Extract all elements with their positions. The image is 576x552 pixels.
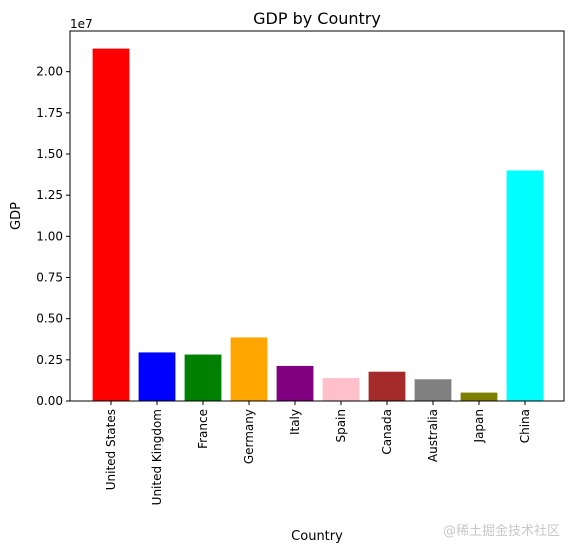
y-tick-label: 1.00 xyxy=(36,229,63,243)
bar-australia xyxy=(414,379,452,401)
y-axis-offset-label: 1e7 xyxy=(70,17,93,31)
bar-italy xyxy=(276,365,314,401)
x-tick-label: Japan xyxy=(472,409,486,443)
bars-group xyxy=(92,48,544,402)
y-tick-label: 1.50 xyxy=(36,147,63,161)
bar-united-kingdom xyxy=(138,352,176,401)
x-tick-label: United Kingdom xyxy=(150,409,164,505)
y-axis-label: GDP xyxy=(9,202,24,230)
x-axis-label: Country xyxy=(291,529,343,544)
x-tick-label: Australia xyxy=(426,409,440,462)
x-tick-label: France xyxy=(196,409,210,449)
x-axis: United States United Kingdom France Germany… xyxy=(104,401,532,505)
y-tick-label: 0.00 xyxy=(36,394,63,408)
bar-germany xyxy=(230,337,268,401)
bar-canada xyxy=(368,371,406,401)
y-axis: 0.00 0.25 0.50 0.75 1.00 1.25 1.50 1.75 2.00 xyxy=(36,65,70,408)
bar-france xyxy=(184,354,222,401)
bar-japan xyxy=(460,392,498,401)
x-tick-label: China xyxy=(518,409,532,443)
watermark-text: @稀土掘金技术社区 xyxy=(443,523,560,539)
x-tick-label: Italy xyxy=(288,409,302,435)
y-tick-label: 2.00 xyxy=(36,65,63,79)
y-tick-label: 1.25 xyxy=(36,188,63,202)
bar-united-states xyxy=(92,48,130,402)
y-tick-label: 1.75 xyxy=(36,106,63,120)
chart-title: GDP by Country xyxy=(253,9,381,28)
x-tick-label: United States xyxy=(104,409,118,490)
y-tick-label: 0.75 xyxy=(36,271,63,285)
x-tick-label: Spain xyxy=(334,409,348,443)
x-tick-label: Germany xyxy=(242,409,256,464)
y-tick-label: 0.25 xyxy=(36,353,63,367)
bar-spain xyxy=(322,378,360,401)
x-tick-label: Canada xyxy=(380,409,394,455)
plot-frame xyxy=(69,30,565,402)
bar-china xyxy=(506,170,544,401)
y-tick-label: 0.50 xyxy=(36,312,63,326)
